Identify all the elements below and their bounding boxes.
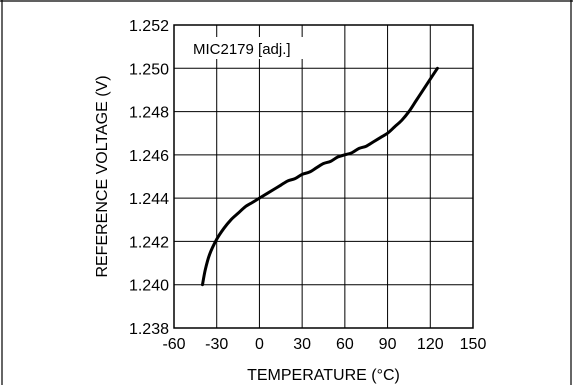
y-axis-label: REFERENCE VOLTAGE (V)	[94, 75, 111, 277]
annotation-background	[189, 37, 315, 59]
y-tick-label: 1.248	[129, 105, 169, 122]
y-tick-label: 1.238	[129, 321, 169, 338]
y-tick-label: 1.246	[129, 148, 169, 165]
series-line	[200, 66, 439, 287]
chart-annotation: MIC2179 [adj.]	[193, 41, 291, 58]
x-tick-label: -60	[162, 336, 185, 353]
x-tick-labels: -60 -30 0 30 60 90 120 150	[162, 336, 486, 353]
x-tick-label: 120	[417, 336, 444, 353]
x-tick-label: 60	[336, 336, 354, 353]
x-tick-label: 0	[255, 336, 264, 353]
y-tick-label: 1.242	[129, 234, 169, 251]
y-tick-label: 1.244	[129, 191, 169, 208]
y-tick-label: 1.252	[129, 18, 169, 35]
x-tick-label: 90	[379, 336, 397, 353]
x-axis-label: TEMPERATURE (°C)	[247, 367, 400, 384]
grid	[173, 24, 474, 329]
x-tick-label: 150	[460, 336, 487, 353]
x-tick-label: -30	[205, 336, 228, 353]
y-tick-labels: 1.238 1.240 1.242 1.244 1.246 1.248 1.250 1.252	[129, 18, 169, 338]
x-tick-label: 30	[293, 336, 311, 353]
plot-frame	[173, 24, 474, 329]
y-tick-label: 1.240	[129, 278, 169, 295]
y-tick-label: 1.250	[129, 61, 169, 78]
